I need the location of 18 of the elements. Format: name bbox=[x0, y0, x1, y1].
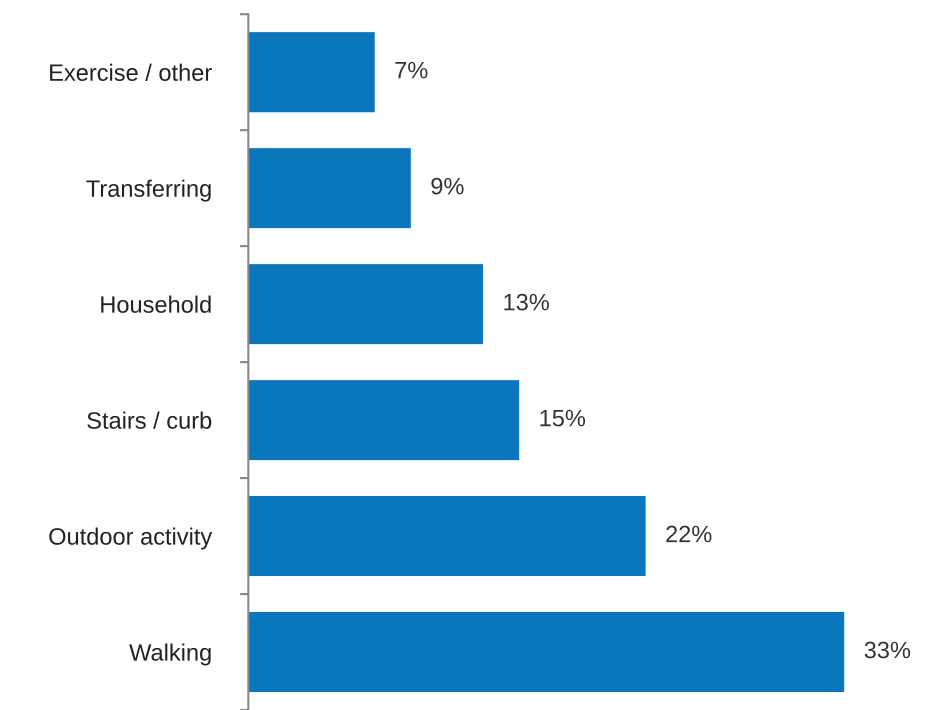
y-tick-label: Household bbox=[101, 296, 211, 313]
data-label: 9% bbox=[431, 178, 464, 194]
data-label: 33% bbox=[864, 642, 910, 658]
y-tick-label: Transferring bbox=[86, 180, 211, 202]
y-tick-label: Outdoor activity bbox=[49, 527, 212, 550]
bar bbox=[248, 264, 484, 344]
data-label: 22% bbox=[666, 526, 712, 542]
data-label: 13% bbox=[504, 294, 549, 310]
y-tick-label: Exercise / other bbox=[50, 64, 212, 81]
bar bbox=[248, 32, 375, 112]
y-tick-label: Walking bbox=[129, 643, 211, 666]
data-label: 15% bbox=[540, 410, 586, 426]
bar bbox=[248, 612, 844, 692]
bar bbox=[248, 148, 411, 228]
data-label: 7% bbox=[395, 62, 428, 78]
bar bbox=[248, 496, 646, 576]
bar bbox=[248, 380, 520, 460]
y-tick-label: Stairs / curb bbox=[87, 412, 212, 429]
